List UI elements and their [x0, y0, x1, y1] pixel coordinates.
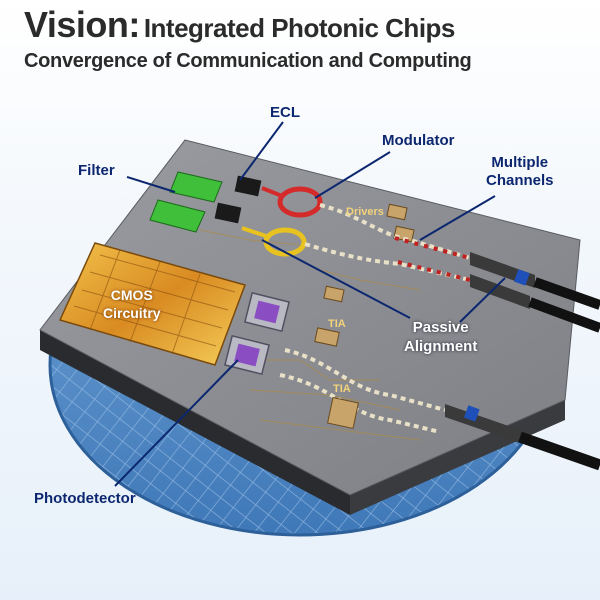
waveguide-1	[319, 203, 471, 260]
modulator-leader	[314, 151, 391, 199]
photodetector-leader	[114, 359, 239, 487]
label-drivers: Drivers	[346, 206, 384, 218]
driver-chip-3	[323, 285, 345, 303]
callout-multiple-channels-line1: Multiple	[491, 154, 549, 171]
ecl-laser-top	[234, 175, 262, 197]
callout-multiple-channels-line2: Channels	[486, 172, 554, 189]
label-cmos-circuitry: CMOS Circuitry	[103, 286, 161, 322]
title-rest: Integrated Photonic Chips	[143, 13, 456, 43]
driver-chip-1	[386, 203, 408, 221]
ecl-laser-bottom	[214, 202, 242, 224]
waveguide-red-1	[394, 236, 471, 260]
waveguide-3	[284, 348, 446, 412]
label-cmos-line2: Circuitry	[103, 305, 161, 321]
waveguide-2	[304, 242, 471, 282]
passive-leader-1	[261, 239, 411, 319]
callout-modulator: Modulator	[382, 132, 455, 149]
label-tia-top: TIA	[328, 318, 346, 330]
label-cmos-line1: CMOS	[110, 287, 153, 303]
filter-leader	[126, 176, 176, 193]
page-subtitle: Convergence of Communication and Computi…	[24, 50, 472, 72]
fiber-ferrule-2	[470, 274, 530, 309]
title-lead: Vision:	[24, 4, 140, 45]
tia-chip-bottom	[326, 396, 360, 430]
passive-leader-2	[459, 277, 506, 323]
tia-chip-top	[314, 327, 340, 347]
callout-ecl: ECL	[270, 104, 300, 121]
callout-photodetector: Photodetector	[34, 490, 136, 507]
fiber-cable-1	[533, 277, 600, 310]
fiber-cable-3	[518, 431, 600, 471]
fiber-collar-3	[463, 405, 480, 422]
ecl-leader	[239, 121, 284, 181]
fiber-cable-2	[528, 297, 600, 333]
cmos-block	[58, 242, 246, 366]
label-passive-line2: Alignment	[404, 338, 478, 355]
cmos-texture	[73, 249, 236, 355]
callout-filter: Filter	[78, 162, 115, 179]
label-passive-alignment: Passive Alignment	[404, 318, 477, 356]
chip-side	[40, 330, 350, 515]
fiber-ferrule-3	[445, 404, 520, 443]
waveguide-red-2	[397, 260, 471, 282]
filter-element-bottom	[149, 199, 206, 233]
label-tia-bottom: TIA	[333, 383, 351, 395]
callout-leaders	[114, 121, 506, 487]
modulator-ring-red	[277, 186, 323, 218]
channels-leader	[419, 195, 496, 241]
page-title: Vision: Integrated Photonic Chips	[24, 4, 455, 46]
chip-traces	[199, 229, 421, 441]
callout-multiple-channels: Multiple Channels	[486, 154, 554, 190]
filter-element-top	[169, 171, 223, 203]
label-passive-line1: Passive	[412, 319, 469, 336]
fiber-collar-1	[513, 269, 530, 286]
